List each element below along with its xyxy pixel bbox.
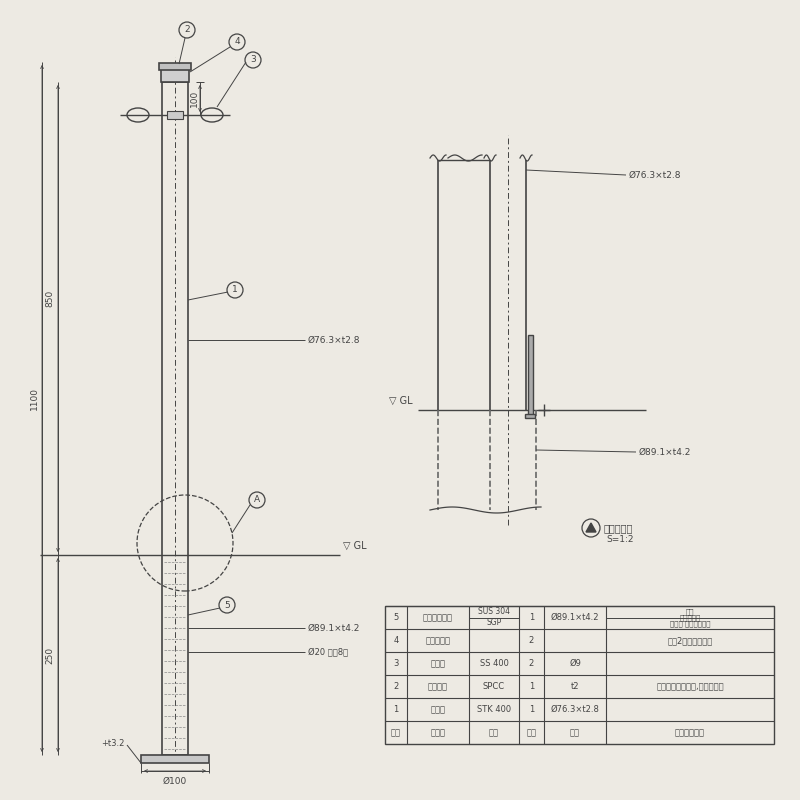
Text: Ø76.3×t2.8: Ø76.3×t2.8 — [629, 170, 682, 179]
Text: 850: 850 — [46, 290, 54, 307]
Text: 個数: 個数 — [526, 728, 537, 737]
Polygon shape — [586, 523, 596, 532]
Text: 1: 1 — [529, 705, 534, 714]
Text: 部　詳細図: 部 詳細図 — [604, 523, 634, 533]
Text: 4: 4 — [234, 38, 240, 46]
Text: ケース 周围全溦溺付: ケース 周围全溦溺付 — [670, 620, 710, 626]
Text: 支　柱: 支 柱 — [430, 705, 446, 714]
Text: 地名シール: 地名シール — [426, 636, 450, 645]
Bar — [162, 82, 188, 755]
Text: ステンレス: ステンレス — [679, 614, 701, 621]
Text: STK 400: STK 400 — [477, 705, 511, 714]
Text: 規格: 規格 — [570, 728, 580, 737]
Text: 3: 3 — [250, 55, 256, 65]
Text: Ø89.1×t4.2: Ø89.1×t4.2 — [550, 613, 599, 622]
Text: フタ付き鉄管: フタ付き鉄管 — [423, 613, 453, 622]
Text: +t3.2: +t3.2 — [102, 738, 125, 747]
Text: 電気亜邉メッキ後,焼付け塗装: 電気亜邉メッキ後,焼付け塗装 — [656, 682, 724, 691]
Text: SPCC: SPCC — [483, 682, 505, 691]
Bar — [167, 111, 183, 119]
Text: 1: 1 — [232, 286, 238, 294]
Bar — [528, 335, 533, 415]
Text: A: A — [254, 495, 260, 505]
Text: Ø89.1×t4.2: Ø89.1×t4.2 — [308, 623, 360, 633]
Bar — [385, 606, 774, 744]
Text: 100: 100 — [190, 90, 199, 107]
Bar — [159, 63, 191, 70]
Bar — [161, 68, 189, 82]
Text: 備　　考: 備 考 — [675, 728, 705, 737]
Text: 表裏2箇所貼り付け: 表裏2箇所貼り付け — [667, 636, 713, 645]
Text: Ø20 木栓8本: Ø20 木栓8本 — [308, 647, 348, 657]
Text: Ø9: Ø9 — [569, 659, 581, 668]
Text: 3: 3 — [394, 659, 398, 668]
Bar — [141, 755, 209, 763]
Text: 2: 2 — [394, 682, 398, 691]
Text: 5: 5 — [394, 613, 398, 622]
Text: フタ: フタ — [686, 609, 694, 615]
Text: Ø76.3×t2.8: Ø76.3×t2.8 — [308, 335, 361, 345]
Text: ▽ GL: ▽ GL — [390, 396, 413, 406]
Text: 1: 1 — [394, 705, 398, 714]
Text: 材質: 材質 — [489, 728, 499, 737]
Text: 1: 1 — [529, 682, 534, 691]
Text: 5: 5 — [224, 601, 230, 610]
Text: 1: 1 — [529, 613, 534, 622]
Text: 2: 2 — [529, 636, 534, 645]
Text: S=1:2: S=1:2 — [606, 535, 634, 545]
Text: フック: フック — [430, 659, 446, 668]
Text: Ø89.1×t4.2: Ø89.1×t4.2 — [639, 447, 691, 457]
Text: 2: 2 — [529, 659, 534, 668]
Text: 品　名: 品 名 — [430, 728, 446, 737]
Text: 4: 4 — [394, 636, 398, 645]
Bar — [525, 414, 535, 418]
Text: SUS 304: SUS 304 — [478, 607, 510, 616]
Text: 250: 250 — [46, 646, 54, 663]
Text: ▽ GL: ▽ GL — [343, 541, 366, 551]
Text: t2: t2 — [570, 682, 579, 691]
Text: SGP: SGP — [486, 618, 502, 627]
Text: Ø100: Ø100 — [163, 777, 187, 786]
Text: 番号: 番号 — [391, 728, 401, 737]
Text: Ø76.3×t2.8: Ø76.3×t2.8 — [550, 705, 599, 714]
Text: 2: 2 — [184, 26, 190, 34]
Text: キャップ: キャップ — [428, 682, 448, 691]
Text: 1100: 1100 — [30, 387, 38, 410]
Text: SS 400: SS 400 — [479, 659, 509, 668]
